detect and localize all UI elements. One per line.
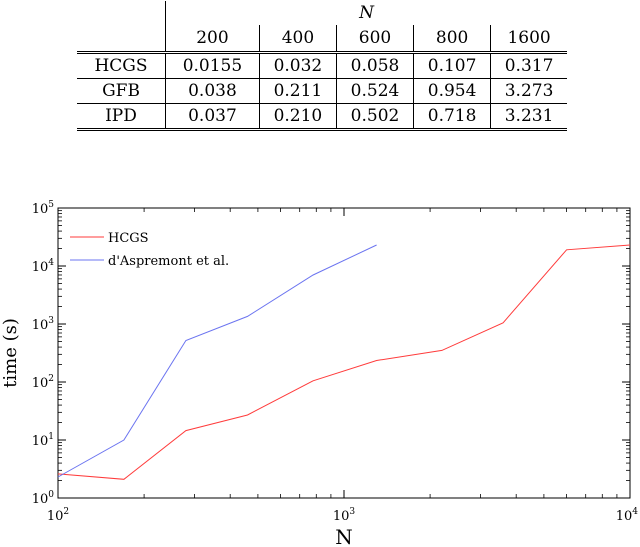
table-cell: 0.107: [413, 51, 491, 79]
row-label: IPD: [77, 103, 166, 131]
column-header: 1600: [490, 25, 567, 53]
series-line-hcgs: [57, 244, 631, 480]
n-header-label: N: [359, 3, 374, 23]
row-label: HCGS: [77, 51, 166, 79]
y-tick-label: 101: [32, 432, 54, 449]
x-axis-label: N: [335, 525, 353, 547]
table-cell: 0.211: [258, 78, 337, 104]
table-row: IPD 0.037 0.210 0.502 0.718 3.231: [77, 103, 567, 131]
table-cell: 0.718: [413, 103, 491, 131]
y-axis-label: time (s): [0, 318, 21, 388]
series-lines: [57, 244, 631, 480]
column-header: 800: [413, 25, 491, 53]
y-axis: 100 101 102 103 104 105: [32, 200, 630, 507]
x-axis: 102 103 104: [47, 208, 638, 524]
legend-label: d'Aspremont et al.: [108, 254, 229, 269]
plot-frame: [57, 207, 631, 499]
x-tick-label: 102: [47, 507, 69, 524]
table-cell: 0.032: [258, 51, 337, 79]
table-cell: 0.038: [165, 78, 260, 104]
y-tick-label: 103: [32, 316, 55, 333]
table-header-group-row: N: [77, 1, 567, 25]
column-header: 600: [335, 25, 414, 53]
table-cell: 0.058: [335, 51, 414, 79]
table-cell: 0.954: [413, 78, 491, 104]
y-tick-label: 100: [32, 490, 55, 507]
table-cell: 0.037: [165, 103, 260, 131]
table-cell: 3.231: [490, 103, 567, 131]
table-row: GFB 0.038 0.211 0.524 0.954 3.273: [77, 78, 567, 104]
y-tick-label: 104: [32, 258, 55, 275]
table-cell: 0.502: [335, 103, 414, 131]
y-tick-label: 102: [32, 374, 54, 391]
timing-chart: 102 103 104 100 101 102 103 104 105 HCGS d'Aspre…: [0, 200, 638, 547]
timing-table: N 200 400 600 800 1600 HCGS 0.0155 0.032…: [77, 1, 567, 131]
table-cell: 0.524: [335, 78, 414, 104]
table-cell: 0.317: [490, 51, 567, 79]
x-tick-label: 104: [616, 507, 639, 524]
table-cell: 0.0155: [165, 51, 260, 79]
legend: HCGS d'Aspremont et al.: [70, 231, 229, 269]
series-line-daspremont: [57, 244, 377, 478]
table-group-header: N: [165, 1, 567, 25]
table-row: HCGS 0.0155 0.032 0.058 0.107 0.317: [77, 51, 567, 79]
column-header: 200: [165, 25, 260, 53]
results-table: N 200 400 600 800 1600 HCGS 0.0155 0.032…: [77, 1, 567, 144]
table-cell: 0.210: [258, 103, 337, 131]
column-header: 400: [258, 25, 337, 53]
table-corner-cell: [77, 25, 166, 53]
x-tick-label: 103: [333, 507, 356, 524]
table-cell: 3.273: [490, 78, 567, 104]
table-column-header-row: 200 400 600 800 1600: [77, 25, 567, 53]
table-corner-cell: [77, 1, 166, 25]
legend-label: HCGS: [108, 231, 149, 246]
y-tick-label: 105: [32, 200, 55, 217]
row-label: GFB: [77, 78, 166, 104]
